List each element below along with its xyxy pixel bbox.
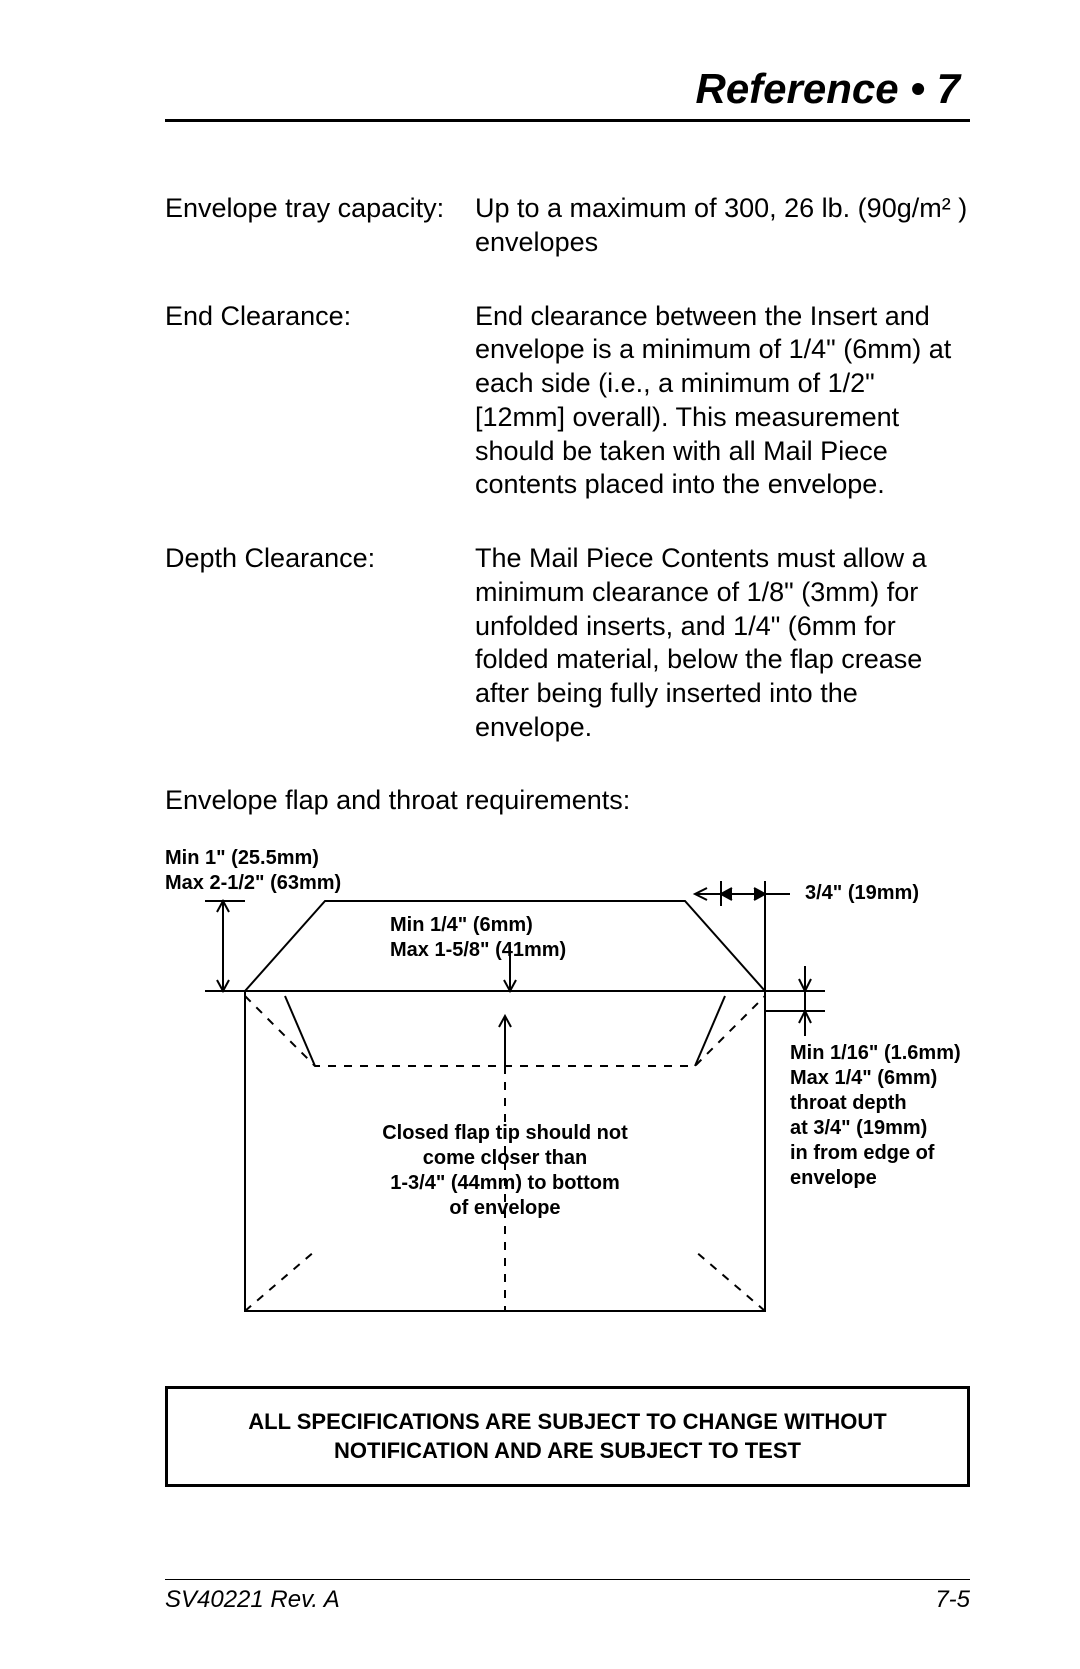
spec-row: End Clearance: End clearance between the…	[165, 300, 970, 503]
dim-label-tip-clearance: Closed flap tip should not come closer t…	[360, 1121, 650, 1221]
spec-value: Up to a maximum of 300, 26 lb. (90g/m² )…	[475, 192, 970, 260]
spec-value: End clearance between the Insert and env…	[475, 300, 970, 503]
spec-value: The Mail Piece Contents must allow a min…	[475, 542, 970, 745]
spec-list: Envelope tray capacity: Up to a maximum …	[165, 192, 970, 745]
footer-doc-id: SV40221 Rev. A	[165, 1586, 340, 1614]
notice-line: NOTIFICATION AND ARE SUBJECT TO TEST	[198, 1436, 937, 1466]
dim-label-throat: Min 1/16" (1.6mm) Max 1/4" (6mm) throat …	[790, 1041, 980, 1191]
spec-label: End Clearance:	[165, 300, 475, 503]
spec-row: Depth Clearance: The Mail Piece Contents…	[165, 542, 970, 745]
notice-line: ALL SPECIFICATIONS ARE SUBJECT TO CHANGE…	[198, 1407, 937, 1437]
notice-box: ALL SPECIFICATIONS ARE SUBJECT TO CHANGE…	[165, 1386, 970, 1487]
section-heading: Envelope flap and throat requirements:	[165, 785, 970, 816]
footer-page-number: 7-5	[935, 1586, 970, 1614]
page-header: Reference • 7	[165, 65, 970, 122]
page-footer: SV40221 Rev. A 7-5	[165, 1579, 970, 1614]
spec-label: Depth Clearance:	[165, 542, 475, 745]
envelope-diagram: Min 1" (25.5mm) Max 2-1/2" (63mm) 3/4" (…	[165, 846, 970, 1326]
spec-row: Envelope tray capacity: Up to a maximum …	[165, 192, 970, 260]
dim-label-flap-height: Min 1" (25.5mm) Max 2-1/2" (63mm)	[165, 846, 341, 896]
spec-label: Envelope tray capacity:	[165, 192, 475, 260]
dim-label-flap-depth: Min 1/4" (6mm) Max 1-5/8" (41mm)	[390, 913, 566, 963]
dim-label-edge-offset: 3/4" (19mm)	[805, 881, 919, 906]
